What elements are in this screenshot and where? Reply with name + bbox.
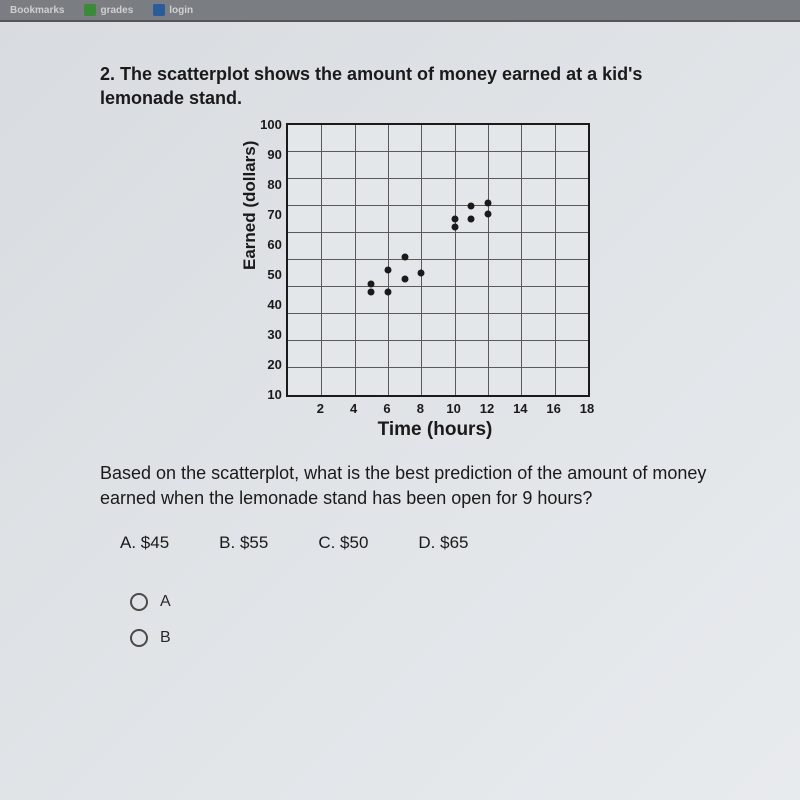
sub-question: Based on the scatterplot, what is the be… [100,461,730,511]
scatter-plot [286,123,590,397]
radio-label-b: B [160,629,171,647]
x-axis-label: Time (hours) [378,419,493,441]
login-link[interactable]: login [153,4,193,16]
grades-icon [84,4,96,16]
answer-c: C. $50 [318,533,368,553]
answer-d: D. $65 [418,533,468,553]
radio-circle-icon [130,629,148,647]
radio-option-a[interactable]: A [130,593,730,611]
login-label: login [169,5,193,16]
radio-label-a: A [160,593,171,611]
answer-a: A. $45 [120,533,169,553]
y-axis-ticks: 100908070605040302010 [260,125,282,395]
x-axis-ticks: 24681012141618 [287,401,587,417]
chart-container: Earned (dollars) 100908070605040302010 2… [100,123,730,441]
answer-b: B. $55 [219,533,268,553]
y-axis-label: Earned (dollars) [240,250,260,270]
bookmarks-bar-item[interactable]: Bookmarks [10,5,64,16]
radio-circle-icon [130,593,148,611]
browser-toolbar: Bookmarks grades login [0,0,800,22]
radio-option-b[interactable]: B [130,629,730,647]
radio-group: A B [130,593,730,647]
grades-label: grades [100,5,133,16]
grades-link[interactable]: grades [84,4,133,16]
question-content: 2. The scatterplot shows the amount of m… [100,62,730,647]
question-prompt: 2. The scatterplot shows the amount of m… [100,62,730,111]
answer-choices: A. $45 B. $55 C. $50 D. $65 [120,533,730,553]
login-icon [153,4,165,16]
bookmarks-label: Bookmarks [10,5,64,16]
